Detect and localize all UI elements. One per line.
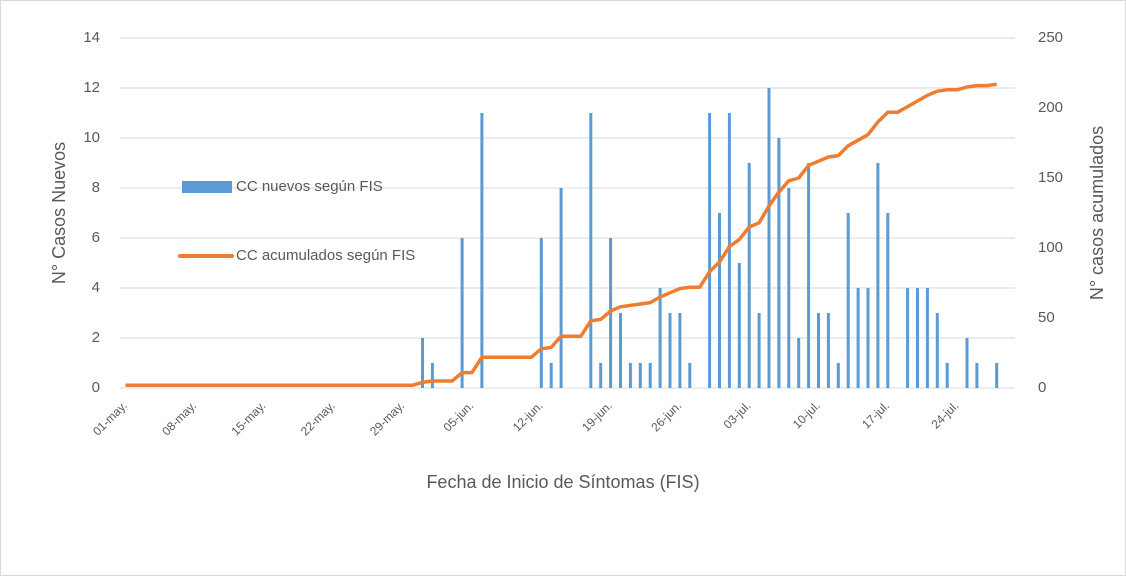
bar xyxy=(995,363,999,388)
y-axis-title: N° Casos Nuevos xyxy=(49,142,69,284)
bar xyxy=(787,188,791,388)
bar xyxy=(708,113,712,388)
bar xyxy=(797,338,801,388)
y-tick-label: 14 xyxy=(83,29,100,46)
y2-axis-title: N° casos acumulados xyxy=(1087,126,1107,300)
bar xyxy=(480,113,484,388)
bar xyxy=(599,363,603,388)
bar xyxy=(945,363,949,388)
bar xyxy=(925,288,929,388)
bar xyxy=(777,138,781,388)
legend-label: CC nuevos según FIS xyxy=(236,178,383,195)
y-tick-label: 8 xyxy=(92,179,100,196)
legend-label: CC acumulados según FIS xyxy=(236,247,415,264)
y-tick-label: 6 xyxy=(92,229,100,246)
bar xyxy=(747,163,751,388)
y-tick-label: 12 xyxy=(83,79,100,96)
bar xyxy=(658,288,662,388)
bar xyxy=(767,88,771,388)
bar xyxy=(906,288,910,388)
bar xyxy=(678,313,682,388)
bar xyxy=(886,213,890,388)
bar xyxy=(460,238,464,388)
bar xyxy=(817,313,820,388)
bar xyxy=(826,313,830,388)
bar xyxy=(638,363,642,388)
y-tick-label: 0 xyxy=(92,379,100,396)
bar xyxy=(807,163,811,388)
legend-swatch xyxy=(182,181,232,193)
bar xyxy=(718,213,721,388)
bar xyxy=(421,338,424,388)
bar xyxy=(866,288,870,388)
bar xyxy=(876,163,880,388)
bar xyxy=(737,263,741,388)
bar xyxy=(430,363,434,388)
bar xyxy=(648,363,652,388)
y-tick-label: 10 xyxy=(83,129,100,146)
x-axis-title: Fecha de Inicio de Síntomas (FIS) xyxy=(426,472,699,492)
y-tick-label: 4 xyxy=(92,279,100,296)
bar xyxy=(628,363,632,388)
y2-tick-label: 50 xyxy=(1038,309,1055,326)
y2-tick-label: 150 xyxy=(1038,169,1063,186)
bar xyxy=(589,113,593,388)
y2-tick-label: 100 xyxy=(1038,239,1063,256)
y-tick-label: 2 xyxy=(92,329,100,346)
bar xyxy=(935,313,939,388)
bar xyxy=(965,338,969,388)
bar xyxy=(727,113,731,388)
bar xyxy=(668,313,672,388)
bar xyxy=(757,313,761,388)
y2-tick-label: 250 xyxy=(1038,29,1063,46)
y2-tick-label: 0 xyxy=(1038,379,1046,396)
bar xyxy=(539,238,543,388)
y2-tick-label: 200 xyxy=(1038,99,1063,116)
bar xyxy=(688,363,692,388)
bar xyxy=(549,363,553,388)
bar xyxy=(559,188,563,388)
bar xyxy=(856,288,860,388)
bar xyxy=(846,213,850,388)
bar xyxy=(916,288,919,388)
bar xyxy=(836,363,840,388)
line xyxy=(125,82,997,387)
bar xyxy=(619,313,622,388)
bar xyxy=(975,363,979,388)
